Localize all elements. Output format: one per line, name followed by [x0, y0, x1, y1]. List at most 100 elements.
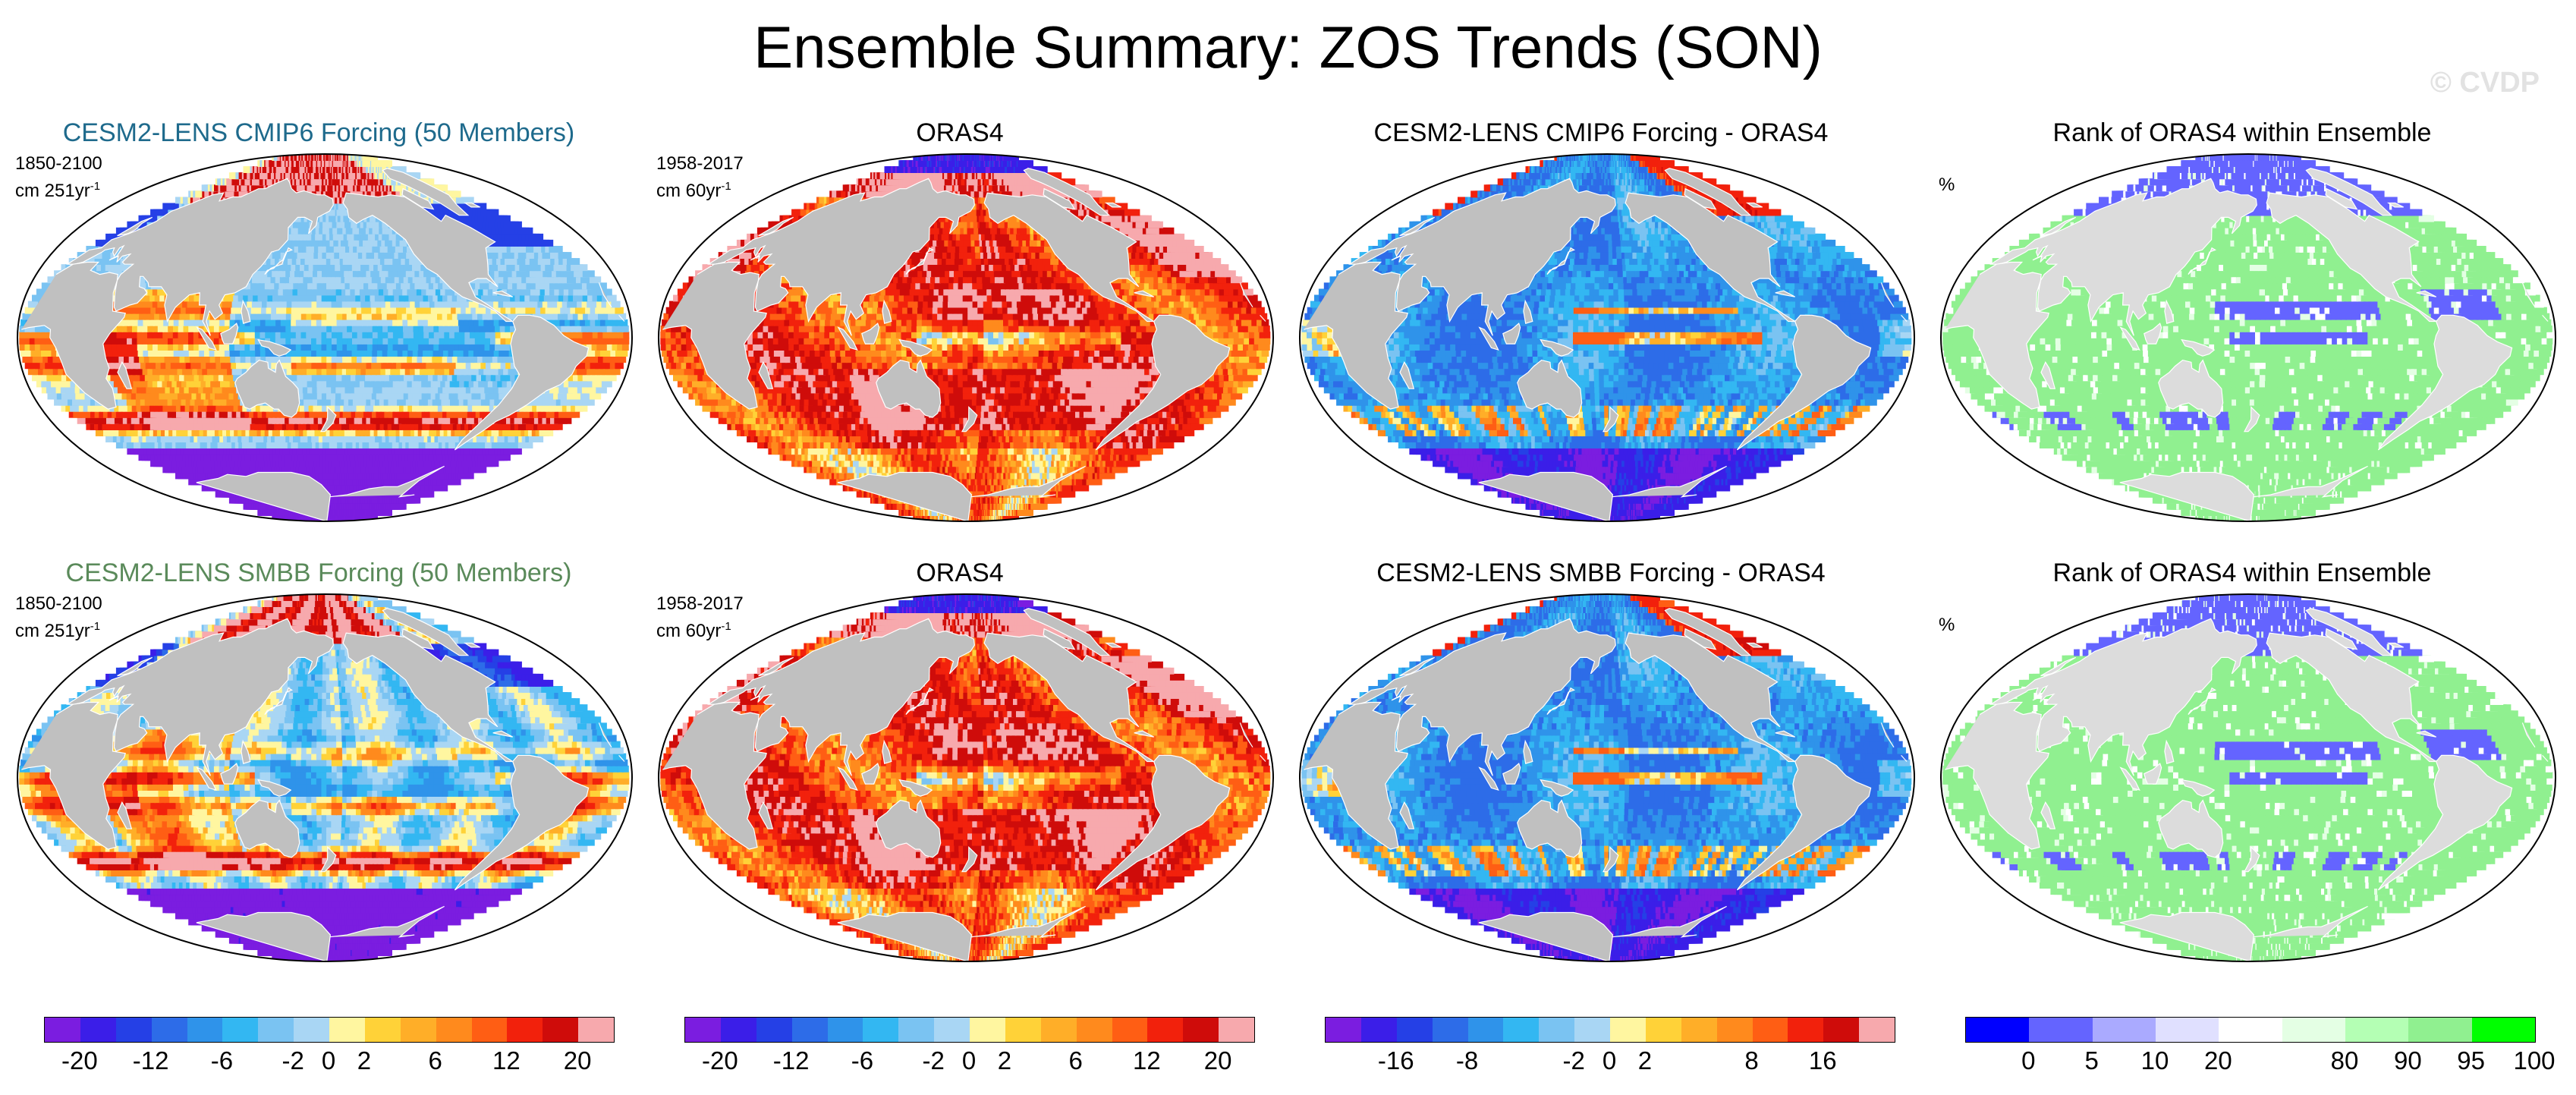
period-label: 1958-2017 — [656, 153, 744, 175]
land-philippines — [241, 299, 251, 324]
unit-text: % — [1939, 175, 1955, 195]
unit-exponent: -1 — [90, 180, 100, 193]
land-samerica — [1095, 314, 1231, 451]
ocean-field — [19, 154, 630, 521]
colorbar-tick-label: -20 — [61, 1044, 98, 1078]
land-baffin — [401, 628, 435, 650]
land-namerica — [2266, 192, 2438, 323]
panel-meta: 1958-2017 cm 60yr-1 — [656, 153, 744, 203]
colorbar-swatch — [1503, 1018, 1540, 1042]
land-philippines — [241, 739, 251, 764]
land-newguinea — [2181, 338, 2216, 357]
land-madagascar — [758, 801, 774, 829]
colorbar-swatch — [436, 1018, 472, 1042]
land-eurasia — [1348, 178, 1616, 336]
land-philippines — [882, 739, 892, 764]
land-greenland — [382, 168, 470, 216]
land-cuba — [2416, 290, 2436, 297]
colorbar-swatch — [1147, 1018, 1184, 1042]
land-philippines — [882, 299, 892, 324]
map-canvas — [1940, 153, 2556, 522]
colorbar-swatch — [685, 1018, 721, 1042]
colorbar-swatch — [1788, 1018, 1824, 1042]
colorbar-tick-label: 5 — [2084, 1044, 2098, 1078]
land-uk — [1399, 216, 1436, 237]
land-iceland — [463, 202, 480, 208]
colorbar-swatch — [1823, 1018, 1860, 1042]
colorbar-swatch — [187, 1018, 223, 1042]
colorbar-tick-label: 80 — [2331, 1044, 2359, 1078]
colorbar-swatch — [2408, 1018, 2472, 1042]
colorbar-labels: -20 -12 -6 -2 0 2 6 12 20 — [684, 1044, 1253, 1082]
land-greenland — [1664, 608, 1752, 656]
colorbar-swatch — [1716, 1018, 1753, 1042]
map-panel: Rank of ORAS4 within Ensemble% — [1923, 118, 2561, 543]
colorbar-swatch — [329, 1018, 365, 1042]
land-namerica — [1625, 632, 1797, 763]
land-uk — [1399, 656, 1436, 677]
colorbar-swatch — [898, 1018, 935, 1042]
colorbar-tick-label: 16 — [1809, 1044, 1837, 1078]
land-baffin — [1684, 628, 1717, 650]
land-greenland — [382, 608, 470, 656]
colorbar-swatch — [1183, 1018, 1219, 1042]
unit-exponent: -1 — [90, 620, 100, 633]
land-uk — [117, 656, 153, 677]
land-cuba — [2416, 730, 2436, 738]
period-label: 1850-2100 — [15, 153, 102, 175]
panel-meta: 1850-2100 cm 251yr-1 — [15, 153, 102, 203]
land-antarctica — [196, 905, 445, 961]
land-antarctica — [2119, 465, 2368, 521]
land-nz — [2243, 405, 2260, 433]
land-namerica — [983, 192, 1156, 323]
colorbar-tick-label: 90 — [2394, 1044, 2422, 1078]
colorbar-tick-label: -6 — [851, 1044, 873, 1078]
land-eurasia — [706, 178, 975, 336]
panel-meta: % — [1939, 153, 1955, 197]
land-sumatra — [1478, 326, 1499, 351]
colorbar-swatch — [863, 1018, 899, 1042]
panel-title: Rank of ORAS4 within Ensemble — [1923, 558, 2561, 588]
land-australia — [2158, 359, 2224, 418]
colorbar-labels: 0 5 10 20 80 90 95 100 — [1965, 1044, 2555, 1082]
land-eurasia — [1989, 618, 2257, 776]
land-antarctica — [196, 465, 445, 521]
land-philippines — [2164, 299, 2175, 324]
colorbar-swatch — [1005, 1018, 1041, 1042]
colorbar-tick-label: -12 — [773, 1044, 810, 1078]
land-newguinea — [2181, 779, 2216, 797]
colorbar-tick-label: -20 — [702, 1044, 738, 1078]
land-uk — [758, 216, 794, 237]
colorbar-swatch — [1112, 1018, 1148, 1042]
global-map — [1937, 588, 2559, 968]
land-sumatra — [2119, 766, 2140, 791]
land-eurasia — [65, 618, 334, 776]
colorbar-swatch — [507, 1018, 543, 1042]
colorbar-swatch — [400, 1018, 436, 1042]
colorbar-swatch — [1645, 1018, 1681, 1042]
land-japan — [905, 247, 934, 275]
colorbar-swatch — [2282, 1018, 2345, 1042]
global-map — [655, 148, 1277, 527]
map-border — [658, 593, 1274, 962]
land-sumatra — [196, 766, 217, 791]
colorbar-tick-label: -8 — [1456, 1044, 1478, 1078]
global-map — [14, 148, 636, 527]
land-greenland — [1664, 168, 1752, 216]
land-cuba — [492, 730, 513, 738]
land-japan — [1546, 247, 1575, 275]
map-border — [658, 153, 1274, 522]
colorbar-tick-label: 0 — [322, 1044, 335, 1078]
period-label: 1958-2017 — [656, 593, 744, 615]
land-samerica — [1736, 314, 1872, 451]
map-panel: CESM2-LENS SMBB Forcing - ORAS4 — [1282, 558, 1920, 983]
land-nz — [961, 845, 978, 873]
land-iceland — [2386, 202, 2404, 208]
colorbar-swatch — [543, 1018, 579, 1042]
colorbar-swatch — [2219, 1018, 2282, 1042]
unit-text: cm 251yr — [15, 181, 90, 201]
colorbar-swatch — [151, 1018, 187, 1042]
land-baffin — [1684, 187, 1717, 210]
map-canvas — [658, 153, 1274, 522]
unit-label: % — [1939, 174, 1955, 197]
